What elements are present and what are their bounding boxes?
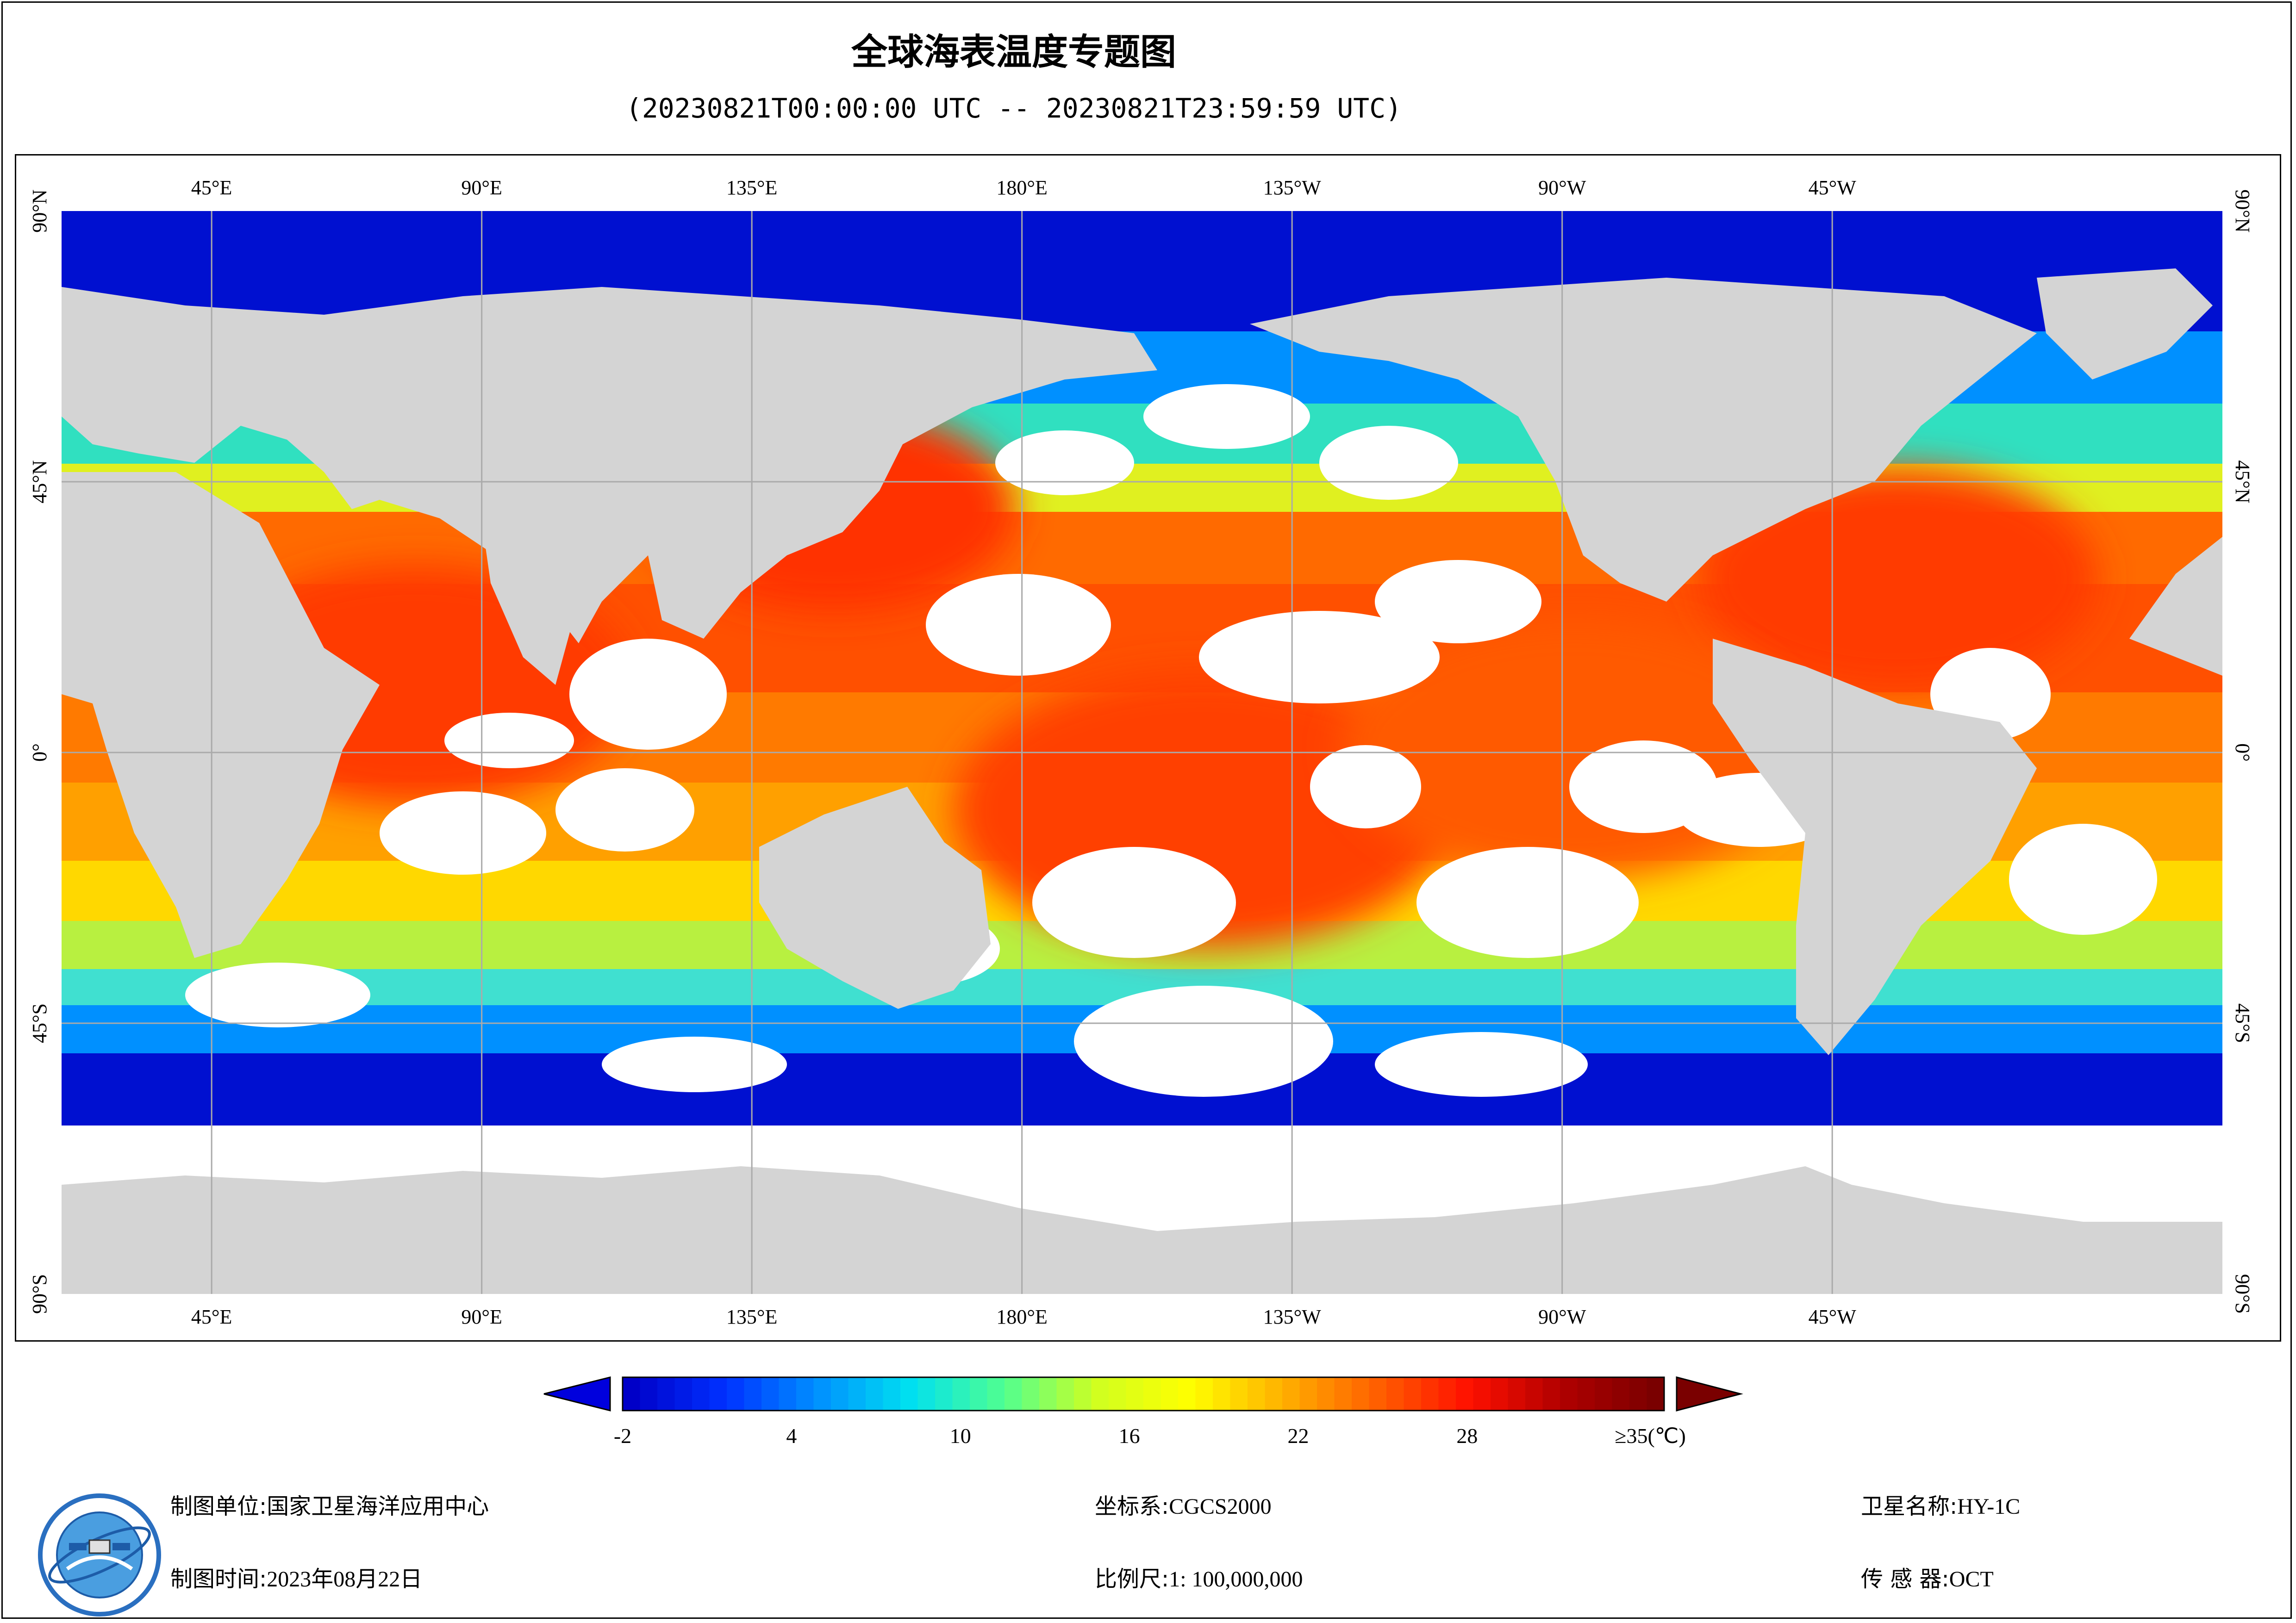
cloud-patch — [185, 963, 370, 1027]
sst-warm-patch — [1698, 467, 2098, 690]
top-tick-label: 90°W — [1538, 176, 1586, 199]
left-tick-label: 90°N — [28, 189, 51, 232]
bottom-tick-label: 135°W — [1263, 1306, 1322, 1328]
cloud-patch — [1375, 560, 1541, 643]
footer-sensor: 传 感 器:OCT — [1861, 1561, 1994, 1593]
cloud-patch — [1032, 847, 1236, 958]
bottom-tick-label: 180°E — [996, 1306, 1047, 1328]
cloud-patch — [569, 639, 727, 750]
cloud-patch — [602, 1037, 787, 1092]
cloud-patch — [1143, 384, 1310, 449]
bottom-tick-label: 90°E — [461, 1306, 502, 1328]
cloud-patch — [380, 791, 546, 875]
crs-value: CGCS2000 — [1169, 1494, 1272, 1519]
top-tick-label: 45°W — [1809, 176, 1857, 199]
land-south-america — [1713, 639, 2037, 1055]
sensor-label: 传 感 器: — [1861, 1566, 1949, 1592]
footer-date: 制图时间:2023年08月22日 — [170, 1561, 422, 1593]
scale-label: 比例尺: — [1095, 1566, 1169, 1592]
footer-producer: 制图单位:国家卫星海洋应用中心 — [170, 1488, 489, 1520]
land-greenland — [2037, 268, 2213, 379]
date-label: 制图时间: — [170, 1566, 267, 1592]
cloud-patch — [1319, 426, 1458, 500]
cloud-patch — [1310, 745, 1421, 828]
land-australia — [759, 787, 991, 1009]
land-antarctica — [62, 1166, 2222, 1294]
land-eurasia — [62, 287, 1157, 643]
top-tick-label: 135°W — [1263, 176, 1322, 199]
nsoas-logo — [38, 1493, 161, 1617]
cloud-patch — [1199, 611, 1440, 703]
map-frame — [15, 154, 2281, 1342]
scale-value: 1: 100,000,000 — [1169, 1567, 1303, 1592]
satellite-value: HY-1C — [1957, 1494, 2021, 1519]
cloud-patch — [555, 768, 694, 852]
top-tick-label: 135°E — [726, 176, 777, 199]
land-north-america — [1250, 278, 2037, 602]
bottom-tick-label: 135°E — [726, 1306, 777, 1328]
footer-scale: 比例尺:1: 100,000,000 — [1095, 1561, 1303, 1593]
land-africa-east — [62, 472, 380, 958]
right-tick-label: 0° — [2231, 743, 2254, 762]
cloud-patch — [1074, 986, 1333, 1097]
graticule — [62, 211, 2222, 1294]
right-tick-label: 90°N — [2231, 189, 2254, 232]
left-tick-label: 45°S — [28, 1003, 51, 1043]
crs-label: 坐标系: — [1095, 1493, 1169, 1519]
top-tick-label: 180°E — [996, 176, 1047, 199]
land-mask — [62, 268, 2222, 1294]
map-title: 全球海表温度专题图 — [851, 31, 1176, 73]
right-tick-label: 45°N — [2231, 460, 2254, 503]
cloud-patch — [444, 713, 574, 768]
land-africa-west — [2129, 537, 2222, 676]
right-tick-label: 45°S — [2231, 1003, 2254, 1043]
date-value: 2023年08月22日 — [267, 1567, 423, 1592]
producer-value: 国家卫星海洋应用中心 — [267, 1493, 489, 1519]
top-tick-label: 45°E — [191, 176, 232, 199]
cloud-patch — [2009, 824, 2157, 935]
cloud-patch — [995, 430, 1134, 495]
satellite-label: 卫星名称: — [1861, 1493, 1958, 1519]
cloud-mask — [185, 384, 2157, 1097]
footer-crs: 坐标系:CGCS2000 — [1095, 1488, 1272, 1520]
land-india — [481, 518, 583, 685]
map-time-range: (20230821T00:00:00 UTC -- 20230821T23:59… — [625, 93, 1402, 124]
map-plot-area — [62, 211, 2222, 1294]
cloud-patch — [1416, 847, 1639, 958]
left-tick-label: 90°S — [28, 1274, 51, 1314]
right-tick-label: 90°S — [2231, 1274, 2254, 1314]
sensor-value: OCT — [1949, 1567, 1994, 1592]
top-tick-label: 90°E — [461, 176, 502, 199]
left-tick-label: 0° — [28, 743, 51, 762]
cloud-patch — [926, 574, 1111, 676]
bottom-tick-label: 45°E — [191, 1306, 232, 1328]
producer-label: 制图单位: — [170, 1493, 267, 1519]
cloud-patch — [1375, 1032, 1588, 1097]
footer-satellite: 卫星名称:HY-1C — [1861, 1488, 2020, 1520]
bottom-tick-label: 45°W — [1809, 1306, 1857, 1328]
left-tick-label: 45°N — [28, 460, 51, 503]
tick-labels: 45°E 90°E 135°E 180°E 135°W 90°W 45°W 45°E 90°E 1… — [28, 176, 2254, 1328]
bottom-tick-label: 90°W — [1538, 1306, 1586, 1328]
